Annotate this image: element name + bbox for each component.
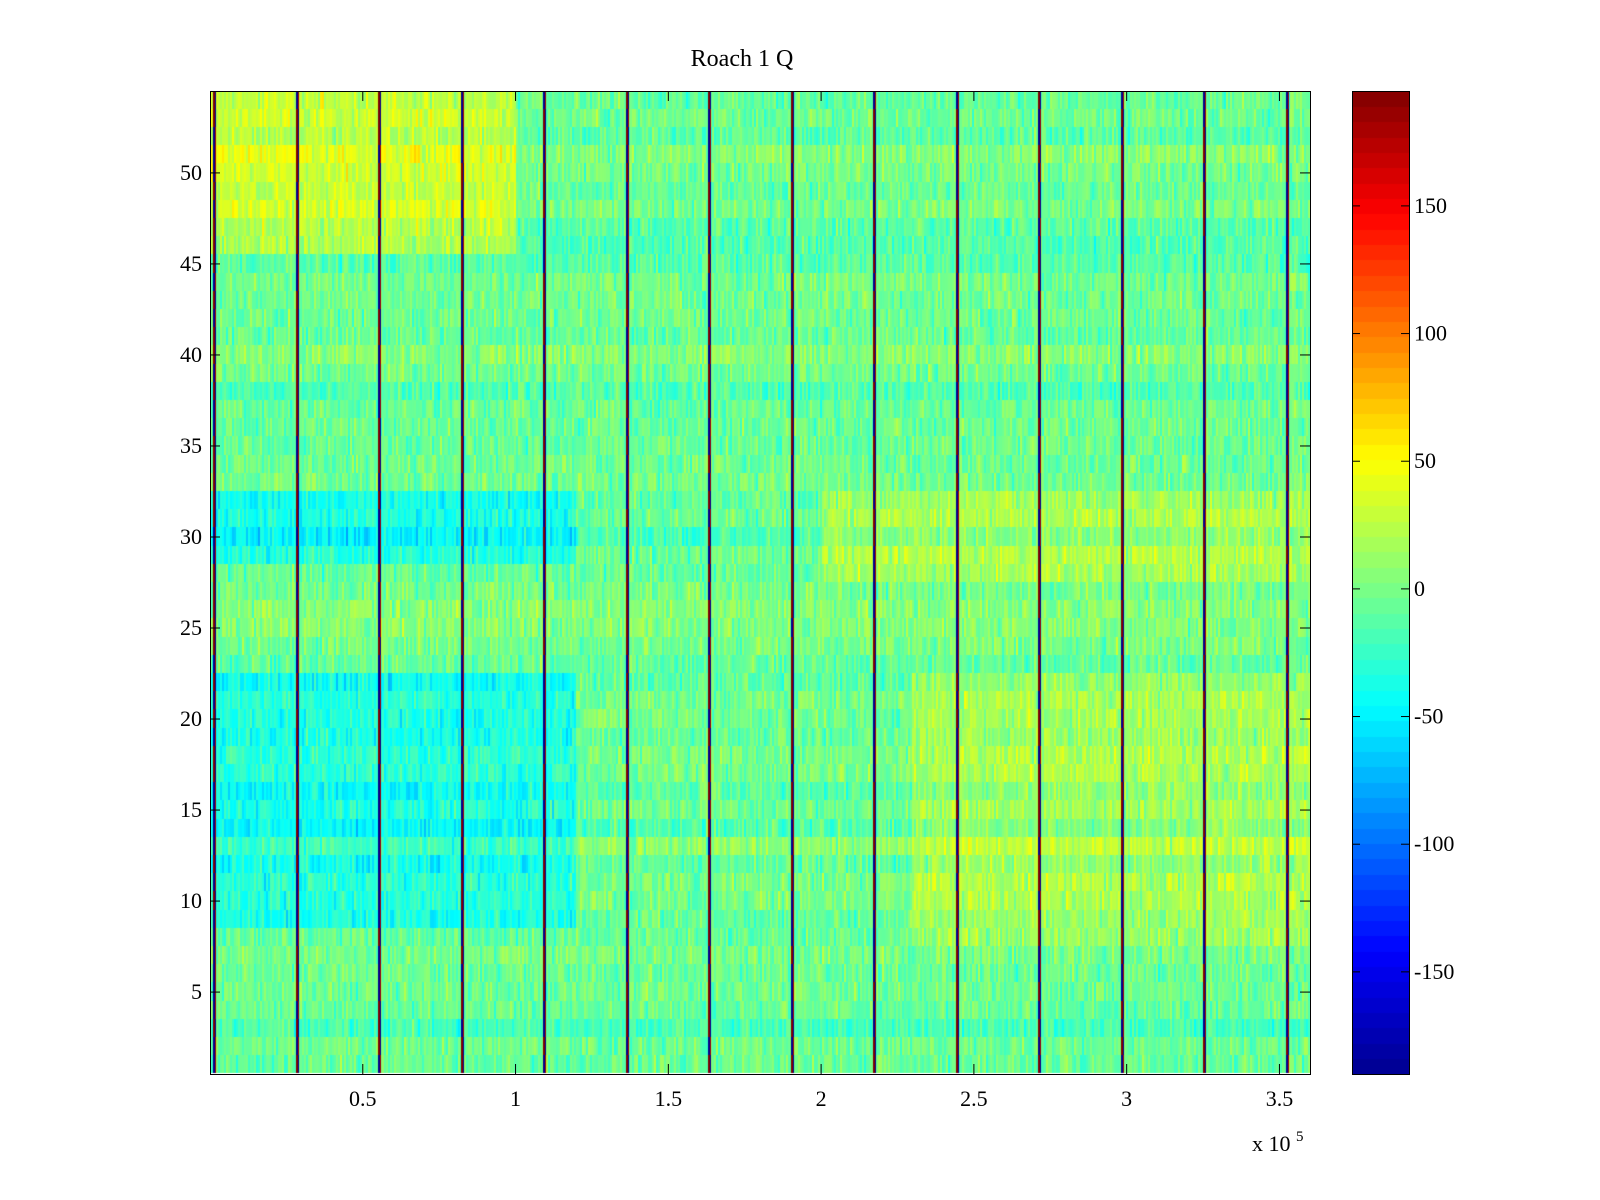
y-tick-label: 10: [180, 888, 202, 913]
colorbar-tick-label: -50: [1414, 704, 1443, 729]
y-tick-label: 50: [180, 160, 202, 185]
y-tick-label: 30: [180, 524, 202, 549]
heatmap-plot-area: [210, 91, 1311, 1075]
x-tick-label: 3: [1121, 1086, 1132, 1111]
y-tick-label: 35: [180, 433, 202, 458]
colorbar: -150 -100 -50 0 50 100 150: [1352, 91, 1454, 1075]
x-tick-label: 0.5: [349, 1086, 377, 1111]
x-multiplier-exponent: 5: [1296, 1129, 1304, 1145]
colorbar-tick-label: 150: [1414, 193, 1447, 218]
colorbar-tick-label: -100: [1414, 831, 1454, 856]
y-tick-label: 5: [191, 979, 202, 1004]
colorbar-frame: [1352, 91, 1410, 1075]
y-axis: 5 10 15 20 25 30 35 40 45 50: [180, 160, 1310, 1004]
colorbar-gradient: [1352, 91, 1409, 1074]
y-tick-label: 25: [180, 615, 202, 640]
x-tick-label: 1: [510, 1086, 521, 1111]
x-tick-label: 1.5: [655, 1086, 683, 1111]
y-tick-label: 15: [180, 797, 202, 822]
y-tick-label: 40: [180, 342, 202, 367]
x-multiplier-label: x 10 5: [1252, 1129, 1304, 1156]
colorbar-axis: -150 -100 -50 0 50 100 150: [1352, 193, 1454, 984]
chart-title: Roach 1 Q: [691, 46, 794, 72]
y-tick-label: 45: [180, 251, 202, 276]
y-tick-label: 20: [180, 706, 202, 731]
colorbar-tick-label: 50: [1414, 448, 1436, 473]
x-tick-label: 2: [816, 1086, 827, 1111]
heatmap-cells: [210, 91, 1310, 1074]
colorbar-tick-label: -150: [1414, 959, 1454, 984]
colorbar-tick-label: 100: [1414, 321, 1447, 346]
plot-frame: [210, 91, 1311, 1075]
colorbar-tick-label: 0: [1414, 576, 1425, 601]
x-multiplier-base: x 10: [1252, 1131, 1291, 1156]
x-axis: 0.5 1 1.5 2 2.5 3 3.5: [349, 91, 1293, 1111]
x-tick-label: 2.5: [960, 1086, 988, 1111]
x-tick-label: 3.5: [1266, 1086, 1294, 1111]
